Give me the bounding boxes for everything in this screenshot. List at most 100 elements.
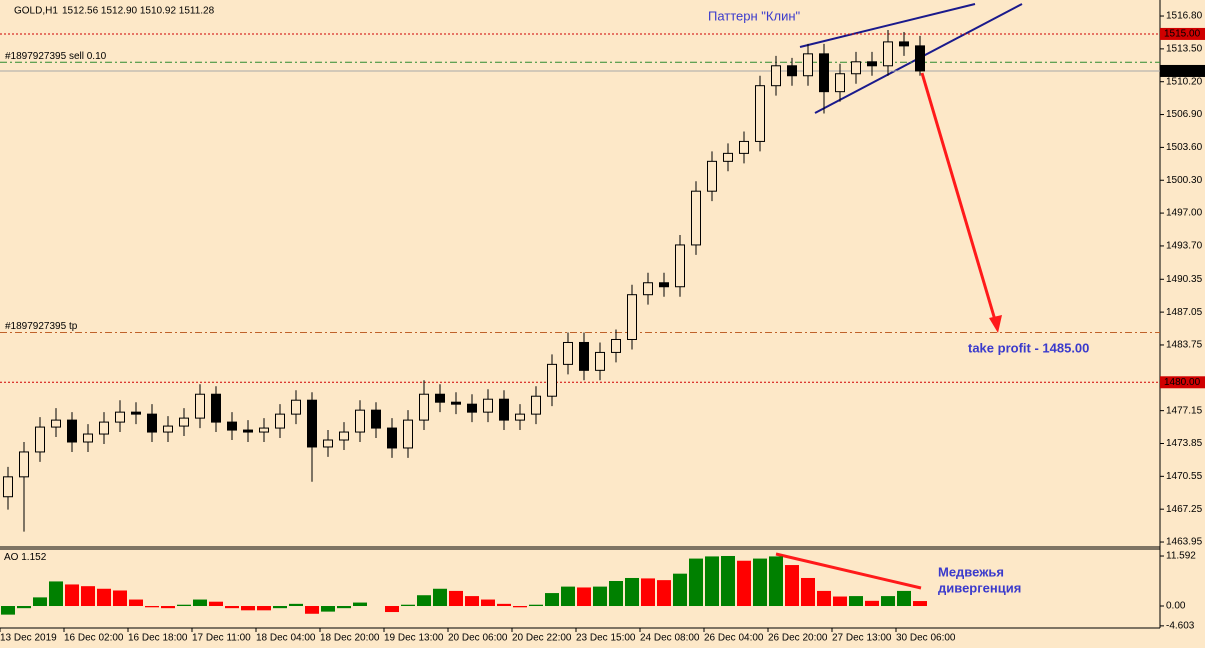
candle-body (755, 85, 765, 142)
ao-bar (497, 603, 511, 607)
candle-body (867, 61, 877, 67)
level-tag: #1897927395 sell 0.10 (5, 51, 107, 62)
annotation: take profit - 1485.00 (968, 340, 1089, 355)
ao-bar (833, 596, 847, 607)
candle-body (67, 419, 77, 443)
ao-bar (849, 596, 863, 607)
candle-body (435, 393, 445, 403)
ao-bar (273, 606, 287, 609)
candle-body (723, 152, 733, 162)
x-tick-label: 30 Dec 06:00 (896, 633, 956, 644)
candle-body (339, 431, 349, 441)
candle-body (899, 41, 909, 47)
x-tick-label: 20 Dec 22:00 (512, 633, 572, 644)
ao-bar (65, 584, 79, 607)
ao-bar (385, 606, 399, 613)
ao-bar (545, 593, 559, 607)
ao-bar (337, 606, 351, 609)
ao-bar (353, 602, 367, 607)
x-tick-label: 20 Dec 06:00 (448, 633, 508, 644)
price-box-label: 1511.28 (1164, 66, 1200, 77)
candle-body (691, 190, 701, 246)
candle-body (499, 398, 509, 421)
candle-body (531, 395, 541, 415)
ao-bar (449, 590, 463, 607)
ao-bar (289, 603, 303, 607)
ao-bar (225, 606, 239, 609)
y-tick-label: 1497.00 (1166, 208, 1203, 219)
y-tick-label: 1506.90 (1166, 109, 1203, 120)
annotation: дивергенция (938, 580, 1021, 595)
candle-body (259, 427, 269, 433)
indicator-name: AO 1.152 (4, 552, 47, 563)
y-tick-label: 1470.55 (1166, 471, 1203, 482)
indicator-value: 1.152 (21, 552, 46, 563)
candle-body (35, 426, 45, 453)
ao-bar (769, 556, 783, 607)
ao-bar (305, 606, 319, 614)
ao-bar (193, 599, 207, 607)
ao-bar (737, 560, 751, 607)
ao-bar (881, 596, 895, 607)
ao-bar (417, 595, 431, 607)
y-tick-label: 0.00 (1166, 601, 1186, 612)
candle-body (355, 409, 365, 433)
x-tick-label: 26 Dec 04:00 (704, 633, 764, 644)
x-tick-label: 18 Dec 04:00 (256, 633, 316, 644)
y-tick-label: 1487.05 (1166, 307, 1203, 318)
ao-bar (673, 573, 687, 607)
y-tick-label: 1513.50 (1166, 44, 1203, 55)
candle-body (819, 53, 829, 93)
ao-bar (641, 578, 655, 607)
y-tick-label: 1463.95 (1166, 537, 1203, 548)
ao-bar (241, 606, 255, 611)
symbol: GOLD,H1 (14, 6, 58, 17)
candle-body (883, 41, 893, 67)
price-box-label: 1515.00 (1164, 29, 1201, 40)
y-tick-label: 1493.70 (1166, 241, 1203, 252)
candle-body (227, 421, 237, 431)
candle-body (115, 411, 125, 423)
ao-bar (33, 597, 47, 607)
candle-body (739, 140, 749, 154)
candle-body (547, 363, 557, 397)
ao-bar (609, 580, 623, 607)
indicator-name: AO (4, 552, 19, 563)
annotation: Медвежья (938, 564, 1004, 579)
candle-body (275, 413, 285, 429)
candle-body (771, 65, 781, 87)
level-tag: #1897927395 tp (5, 321, 78, 332)
y-tick-label: 1483.75 (1166, 340, 1203, 351)
candle-body (851, 61, 861, 75)
ao-bar (561, 586, 575, 607)
candle-body (787, 65, 797, 77)
candle-body (627, 294, 637, 340)
x-tick-label: 19 Dec 13:00 (384, 633, 444, 644)
x-tick-label: 23 Dec 15:00 (576, 633, 636, 644)
quote: 1512.56 1512.90 1510.92 1511.28 (62, 6, 215, 17)
ao-bar (321, 606, 335, 612)
y-tick-label: 1477.15 (1166, 405, 1203, 416)
ao-bar (657, 580, 671, 607)
candle-body (515, 413, 525, 421)
annotation: Паттерн "Клин" (708, 8, 801, 23)
ao-bar (689, 558, 703, 607)
candle-body (579, 341, 589, 371)
candle-body (195, 393, 205, 419)
candle-body (51, 419, 61, 428)
ao-bar (177, 604, 191, 607)
ao-bar (113, 590, 127, 607)
candle-body (563, 341, 573, 365)
x-tick-label: 13 Dec 2019 (0, 633, 57, 644)
ao-bar (49, 581, 63, 607)
candle-body (163, 425, 173, 433)
candle-body (419, 393, 429, 421)
candle-body (179, 417, 189, 427)
candle-body (147, 413, 157, 433)
ao-bar (513, 606, 527, 608)
ao-bar (625, 577, 639, 607)
x-tick-label: 26 Dec 20:00 (768, 633, 828, 644)
candle-body (323, 439, 333, 448)
candle-body (19, 451, 29, 478)
